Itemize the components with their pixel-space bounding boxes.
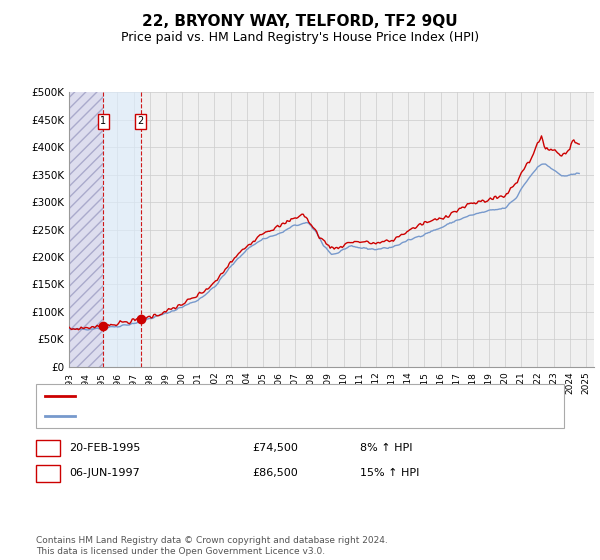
Text: 2: 2 (44, 468, 52, 478)
Text: £86,500: £86,500 (252, 468, 298, 478)
Text: 06-JUN-1997: 06-JUN-1997 (69, 468, 140, 478)
Bar (103, 92, 141, 367)
Text: £74,500: £74,500 (252, 443, 298, 453)
Text: Price paid vs. HM Land Registry's House Price Index (HPI): Price paid vs. HM Land Registry's House … (121, 31, 479, 44)
Text: 15% ↑ HPI: 15% ↑ HPI (360, 468, 419, 478)
Bar (69, 92, 103, 367)
Text: 8% ↑ HPI: 8% ↑ HPI (360, 443, 413, 453)
Text: 1: 1 (44, 443, 52, 453)
Text: 20-FEB-1995: 20-FEB-1995 (69, 443, 140, 453)
Text: Contains HM Land Registry data © Crown copyright and database right 2024.
This d: Contains HM Land Registry data © Crown c… (36, 536, 388, 556)
Text: HPI: Average price, detached house, Telford and Wrekin: HPI: Average price, detached house, Telf… (81, 411, 371, 421)
Text: 2: 2 (137, 116, 144, 126)
Text: 1: 1 (100, 116, 106, 126)
Text: 22, BRYONY WAY, TELFORD, TF2 9QU: 22, BRYONY WAY, TELFORD, TF2 9QU (142, 14, 458, 29)
Text: 22, BRYONY WAY, TELFORD, TF2 9QU (detached house): 22, BRYONY WAY, TELFORD, TF2 9QU (detach… (81, 391, 368, 401)
